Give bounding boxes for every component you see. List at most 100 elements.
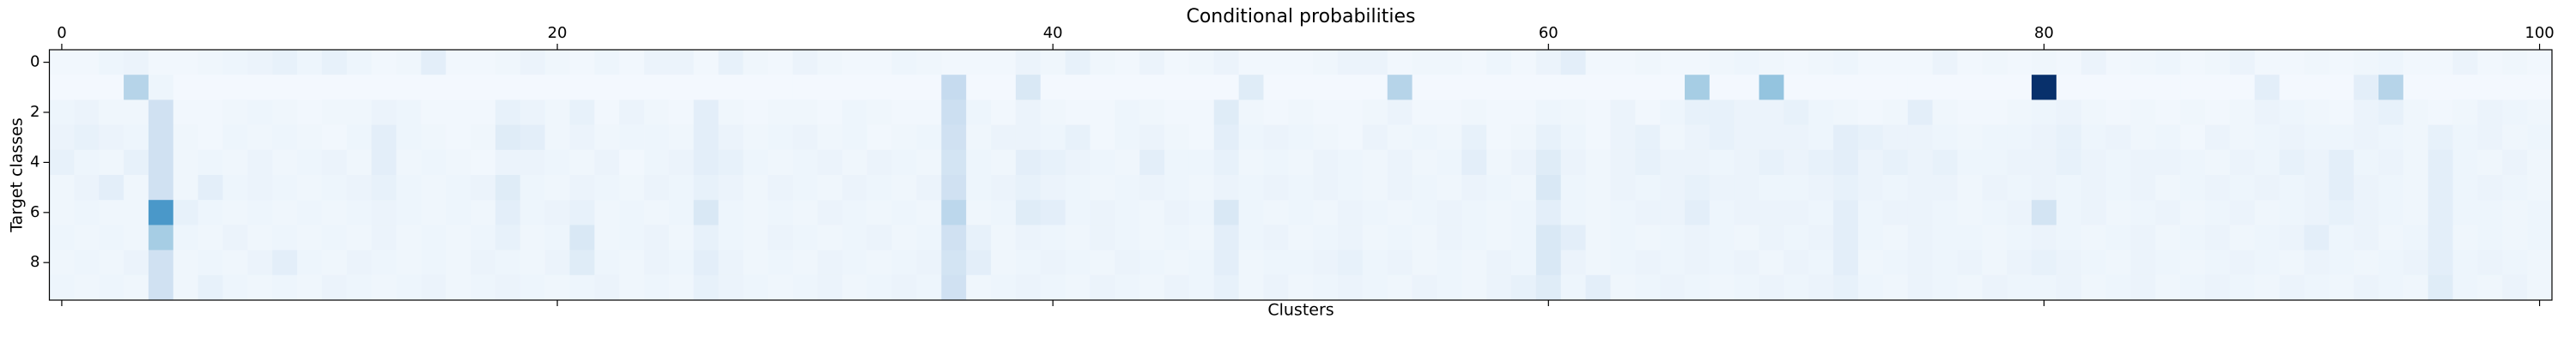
heatmap-cell [2081, 225, 2106, 250]
heatmap-cell [1090, 50, 1115, 75]
heatmap-cell [594, 250, 620, 276]
heatmap-cell [471, 149, 496, 176]
heatmap-cell [148, 274, 174, 301]
heatmap-cell [2180, 250, 2206, 276]
heatmap-cell [668, 99, 695, 125]
heatmap-cell [2130, 50, 2156, 75]
heatmap-cell [2379, 250, 2404, 276]
heatmap-cell [1188, 50, 1215, 75]
heatmap-cell [74, 225, 100, 250]
heatmap-cell [1362, 149, 1388, 176]
heatmap-cell [1338, 274, 1364, 301]
heatmap-cell [1288, 225, 1314, 250]
heatmap-cell [1882, 75, 1909, 100]
heatmap-cell [1907, 149, 1933, 176]
heatmap-cell [471, 250, 496, 276]
heatmap-cell [1560, 149, 1586, 176]
heatmap-cell [1982, 99, 2008, 125]
heatmap-cell [197, 149, 223, 176]
heatmap-cell [124, 175, 149, 201]
heatmap-cell [2279, 250, 2305, 276]
heatmap-cell [991, 99, 1017, 125]
heatmap-cell [916, 75, 942, 100]
heatmap-cell [2081, 175, 2106, 201]
heatmap-cell [99, 175, 125, 201]
heatmap-cell [644, 99, 670, 125]
heatmap-cell [1882, 200, 1909, 226]
heatmap-cell [693, 99, 720, 125]
heatmap-cell [718, 225, 744, 250]
heatmap-cell [2427, 50, 2453, 75]
heatmap-cell [99, 149, 125, 176]
heatmap-cell [1164, 175, 1190, 201]
heatmap-cell [247, 75, 273, 100]
heatmap-cell [966, 200, 992, 226]
heatmap-cell [2254, 149, 2280, 176]
heatmap-cell [1907, 200, 1933, 226]
heatmap-cell [297, 124, 323, 151]
heatmap-cell [124, 200, 149, 226]
heatmap-cell [99, 75, 125, 100]
heatmap-cell [1783, 149, 1809, 176]
heatmap-cell [471, 75, 496, 100]
heatmap-cell [471, 99, 496, 125]
heatmap-cell [1709, 50, 1735, 75]
heatmap-cell [2081, 75, 2106, 100]
heatmap-cell [619, 75, 645, 100]
heatmap-cell [966, 225, 992, 250]
heatmap-cell [346, 225, 373, 250]
heatmap-cell [693, 149, 720, 176]
heatmap-cell [2155, 274, 2181, 301]
heatmap-cell [991, 274, 1017, 301]
heatmap-cell [768, 75, 793, 100]
heatmap-cell [2205, 50, 2231, 75]
heatmap-cell [2155, 200, 2181, 226]
heatmap-cell [2502, 149, 2528, 176]
heatmap-cell [2477, 250, 2503, 276]
heatmap-cell [841, 274, 868, 301]
heatmap-cell [272, 250, 298, 276]
heatmap-cell [1313, 124, 1339, 151]
heatmap-cell [916, 50, 942, 75]
heatmap-cell [718, 149, 744, 176]
heatmap-cell [1882, 250, 1909, 276]
heatmap-cell [148, 149, 174, 176]
heatmap-cell [2130, 250, 2156, 276]
heatmap-cell [1635, 250, 1661, 276]
heatmap-cell [247, 250, 273, 276]
heatmap-cell [1957, 175, 1983, 201]
heatmap-cell [371, 149, 397, 176]
heatmap-cell [1437, 75, 1462, 100]
heatmap-cell [396, 250, 422, 276]
heatmap-cell [1040, 274, 1066, 301]
heatmap-cell [1164, 50, 1190, 75]
heatmap-cell [1709, 75, 1735, 100]
heatmap-cell [1040, 75, 1066, 100]
heatmap-cell [2105, 250, 2131, 276]
heatmap-cell [1263, 274, 1289, 301]
heatmap-cell [1585, 124, 1611, 151]
heatmap-cell [2502, 225, 2528, 250]
heatmap-cell [1660, 274, 1686, 301]
heatmap-cell [817, 149, 843, 176]
heatmap-cell [2527, 200, 2553, 226]
heatmap-cell [1461, 200, 1487, 226]
heatmap-cell [1882, 175, 1909, 201]
heatmap-cell [1437, 250, 1462, 276]
heatmap-cell [74, 124, 100, 151]
heatmap-cell [1982, 250, 2008, 276]
heatmap-cell [841, 124, 868, 151]
heatmap-cell [2329, 99, 2354, 125]
heatmap-cell [1115, 175, 1140, 201]
heatmap-cell [519, 200, 546, 226]
heatmap-cell [1188, 250, 1215, 276]
heatmap-cell [1783, 250, 1809, 276]
heatmap-cell [1560, 175, 1586, 201]
heatmap-cell [1635, 50, 1661, 75]
heatmap-cell [1535, 149, 1562, 176]
heatmap-cell [966, 75, 992, 100]
heatmap-cell [1188, 124, 1215, 151]
heatmap-cell [2427, 250, 2453, 276]
heatmap-cell [1313, 50, 1339, 75]
heatmap-cell [644, 274, 670, 301]
